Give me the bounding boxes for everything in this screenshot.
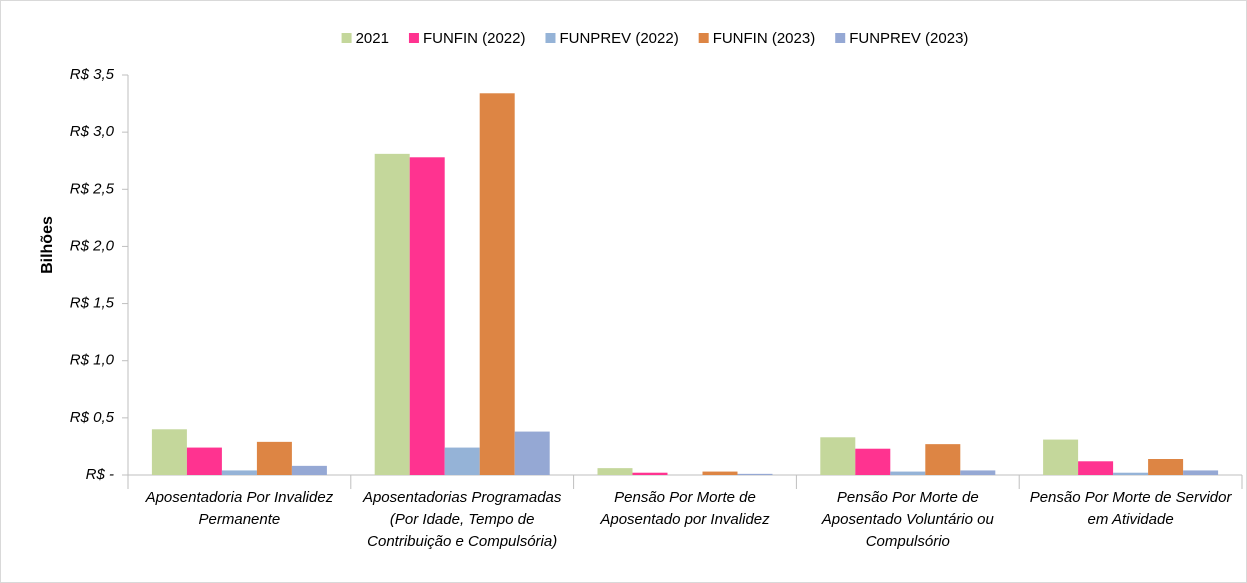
bar bbox=[597, 468, 633, 475]
bar bbox=[855, 448, 891, 475]
legend-swatch bbox=[341, 33, 352, 43]
y-tick-label: R$ 1,0 bbox=[70, 352, 115, 369]
y-tick-label: R$ 2,0 bbox=[70, 237, 115, 254]
y-tick-label: R$ 2,5 bbox=[70, 180, 115, 197]
bar bbox=[925, 444, 961, 475]
y-tick-label: R$ 3,5 bbox=[70, 66, 115, 83]
bar bbox=[409, 157, 445, 476]
y-tick-label: R$ 0,5 bbox=[70, 409, 115, 426]
legend-label: FUNPREV (2022) bbox=[559, 30, 678, 47]
y-tick-label: R$ 1,5 bbox=[70, 295, 115, 312]
bar bbox=[151, 429, 187, 475]
x-tick-label: Pensão Por Morte de Servidor em Atividad… bbox=[1029, 489, 1232, 528]
bar bbox=[960, 470, 996, 475]
legend-swatch bbox=[408, 33, 419, 43]
y-tick-label: R$ 3,0 bbox=[70, 123, 115, 140]
bar bbox=[374, 153, 410, 475]
bar bbox=[291, 465, 327, 475]
legend-swatch bbox=[545, 33, 556, 43]
bar bbox=[186, 447, 222, 475]
bar bbox=[737, 473, 773, 475]
x-tick-label: Pensão Por Morte de Aposentado Voluntári… bbox=[821, 489, 994, 550]
legend-swatch bbox=[835, 33, 846, 43]
bar bbox=[1148, 459, 1184, 475]
bar bbox=[632, 472, 668, 475]
bar bbox=[444, 447, 480, 475]
bar bbox=[820, 437, 856, 475]
x-tick-label: Pensão Por Morte de Aposentado por Inval… bbox=[600, 489, 770, 528]
legend-label: FUNFIN (2022) bbox=[423, 30, 526, 47]
y-tick-label: R$ - bbox=[86, 466, 114, 483]
y-axis-title: Bilhões bbox=[39, 216, 56, 274]
bar bbox=[1043, 439, 1079, 475]
bar bbox=[221, 470, 257, 475]
legend-label: FUNFIN (2023) bbox=[713, 30, 816, 47]
bar bbox=[514, 431, 550, 475]
legend-label: 2021 bbox=[356, 30, 389, 47]
legend-label: FUNPREV (2023) bbox=[849, 30, 968, 47]
bar bbox=[479, 93, 515, 476]
bar bbox=[1183, 470, 1219, 475]
bar bbox=[890, 471, 926, 475]
bar bbox=[256, 441, 292, 475]
bar bbox=[1113, 472, 1149, 475]
x-tick-label: Aposentadorias Programadas (Por Idade, T… bbox=[362, 489, 562, 550]
bar bbox=[702, 471, 738, 475]
x-tick-label: Aposentadoria Por Invalidez Permanente bbox=[145, 489, 334, 528]
legend-swatch bbox=[698, 33, 709, 43]
bar bbox=[1078, 461, 1114, 475]
